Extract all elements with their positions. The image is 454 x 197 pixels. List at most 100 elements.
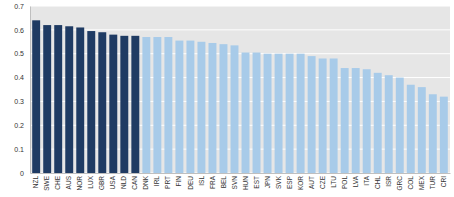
x-tick-label: ISR [385,176,392,187]
bar [341,68,349,173]
x-tick: ITA [363,173,370,186]
x-tick-label: ISL [198,176,205,186]
x-tick: CZE [319,173,326,189]
y-tick-label: 0.5 [14,50,24,57]
y-tick-label: 0.6 [14,27,24,34]
x-tick-label: DNK [142,175,149,189]
bar [43,25,51,173]
bar [186,41,194,173]
x-tick: GRC [396,173,403,190]
x-axis-line [31,173,451,174]
bar [208,43,216,173]
x-tick-label: MEX [418,175,425,190]
grid [30,6,450,173]
x-tick-label: POL [341,176,348,189]
x-tick: IRL [153,173,160,186]
bars [32,20,448,173]
bar [120,36,128,173]
x-tick-label: SWE [43,175,50,190]
x-tick-label: EST [253,176,260,189]
x-tick-label: SVK [275,175,282,189]
x-tick: BEL [220,173,227,188]
bar [418,87,426,173]
bar [319,58,327,173]
bar [429,94,437,173]
x-tick: AUT [308,173,315,189]
y-tick: 0 [20,170,30,177]
x-tick: SVN [231,173,238,189]
x-tick-label: HUN [242,176,249,190]
y-tick: 0.7 [14,3,30,10]
y-axis: 00.10.20.30.40.50.60.7 [14,3,30,177]
x-tick: MEX [418,173,425,190]
y-tick-label: 0.1 [14,146,24,153]
x-tick: NOR [76,173,83,190]
x-tick: FRA [209,173,216,189]
x-tick-label: GBR [98,176,105,190]
bar [374,73,382,173]
x-tick-label: ESP [286,176,293,189]
bar [363,69,371,173]
bar [54,25,62,173]
x-tick-label: GRC [396,176,403,191]
x-tick-label: TUR [429,176,436,190]
x-tick-label: CAN [131,176,138,190]
y-tick-label: 0.2 [14,122,24,129]
x-tick: DEU [186,173,193,190]
x-tick-label: PRT [164,176,171,189]
bar [164,37,172,173]
x-tick: ISR [385,173,392,187]
x-tick-label: AUS [65,175,72,189]
x-tick-label: AUT [308,176,315,189]
x-tick-label: NLD [120,176,127,189]
bar [242,53,250,173]
bar [297,54,305,173]
bar [175,41,183,173]
x-tick: CRI [440,173,447,187]
x-tick-label: USA [109,175,116,189]
bar [352,68,360,173]
bar [131,36,139,173]
bar [286,54,294,173]
x-tick: GBR [98,173,105,190]
x-tick: CHL [374,173,381,189]
x-tick: TUR [429,173,436,189]
x-tick: JPN [264,173,271,188]
x-tick: SVK [275,173,282,189]
x-tick-label: SVN [231,176,238,190]
x-tick-label: CRI [440,176,447,187]
x-tick: POL [341,173,348,189]
x-tick: SWE [43,173,50,191]
plot-background [30,6,450,173]
x-tick: COL [407,173,414,189]
x-tick: ISL [198,173,205,186]
bar [385,75,393,173]
x-tick-label: ITA [363,175,370,185]
x-tick-label: FRA [209,175,216,189]
x-axis: NZL SWE CHE AUS NOR LUX GBR USA NLD CAN DNK IRL PRT F… [31,173,451,191]
bar [87,31,95,173]
x-tick-label: NZL [32,176,39,189]
x-tick-label: JPN [264,176,271,189]
x-tick: CAN [131,173,138,190]
x-tick-label: CZE [319,175,326,189]
bar [220,44,228,173]
x-tick: NLD [120,173,127,189]
bar [275,54,283,173]
y-tick: 0.3 [14,98,30,105]
x-tick-label: KOR [297,176,304,190]
y-tick: 0.1 [14,146,30,153]
bar [308,56,316,173]
grid-line [30,6,450,7]
bar [253,53,261,173]
y-tick: 0.2 [14,122,30,129]
x-tick: EST [253,173,260,189]
bar [76,27,84,173]
bar [330,58,338,173]
bar [264,54,272,173]
bar [109,35,117,173]
x-tick: NZL [32,173,39,188]
x-tick: LUX [87,173,94,189]
x-tick-label: COL [407,176,414,190]
x-tick-label: CHE [54,175,61,189]
